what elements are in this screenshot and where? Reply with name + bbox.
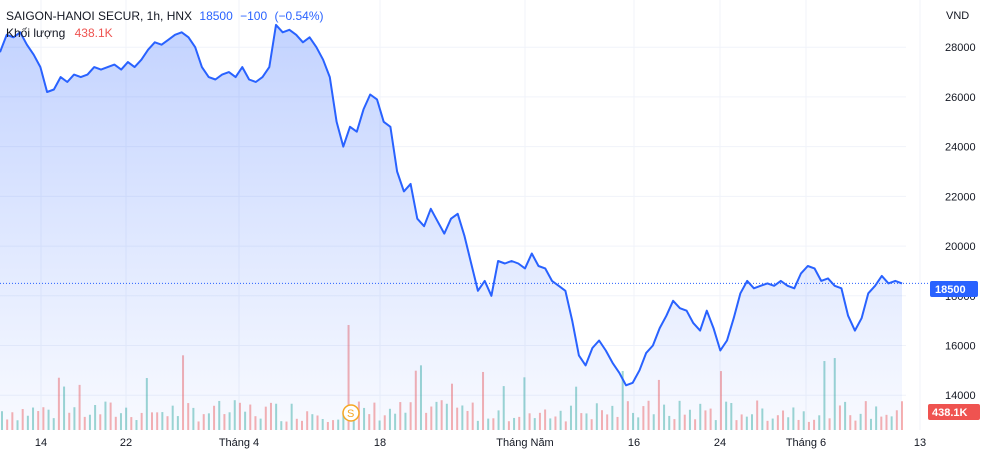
x-tick-label: 14 [35,437,47,449]
time-axis[interactable]: 14 22 Tháng 4 18 Tháng Năm 16 24 Tháng 6 13 [35,437,926,449]
x-tick-label: Tháng Năm [496,437,553,449]
legend-volume-row: Khối lượng 438.1K [6,25,324,42]
price-change: −100 [240,9,268,23]
x-tick-label: 24 [714,437,726,449]
x-tick-label: 13 [914,437,926,449]
volume-badge-text: 438.1K [932,407,968,419]
y-tick-label: 20000 [945,241,976,253]
x-tick-label: 16 [628,437,640,449]
y-tick-label: 28000 [945,42,976,54]
split-marker-text: S [347,408,354,420]
volume-badge: 438.1K [928,404,980,420]
x-tick-label: 18 [374,437,386,449]
price-change-percent: (−0.54%) [274,9,324,23]
x-tick-label: Tháng 4 [219,437,259,449]
last-price-value: 18500 [199,9,233,23]
price-axis[interactable]: VND 140001600018000200002200024000260002… [945,10,976,402]
y-tick-label: 22000 [945,191,976,203]
last-price-badge: 18500 [930,281,978,297]
y-tick-label: 14000 [945,390,976,402]
x-tick-label: 22 [120,437,132,449]
legend-main-row: SAIGON-HANOI SECUR, 1h, HNX 18500 −100 (… [6,8,324,25]
y-tick-label: 26000 [945,92,976,104]
x-tick-label: Tháng 6 [786,437,826,449]
price-area [0,24,902,431]
split-marker[interactable]: S [342,404,360,422]
y-tick-label: 16000 [945,340,976,352]
price-line [0,23,903,387]
volume-label[interactable]: Khối lượng [6,26,66,40]
symbol-title[interactable]: SAIGON-HANOI SECUR, 1h, HNX [6,9,193,23]
chart-legend: SAIGON-HANOI SECUR, 1h, HNX 18500 −100 (… [6,8,324,42]
currency-label: VND [946,10,969,22]
y-tick-label: 24000 [945,142,976,154]
volume-value: 438.1K [74,26,113,40]
last-price-badge-text: 18500 [935,284,966,296]
